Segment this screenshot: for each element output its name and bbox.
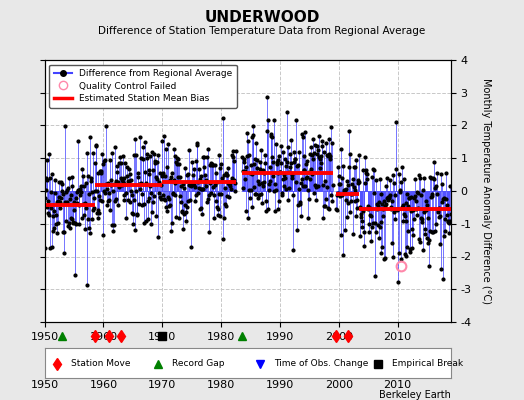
Text: UNDERWOOD: UNDERWOOD: [204, 10, 320, 25]
Legend: Difference from Regional Average, Quality Control Failed, Estimated Station Mean: Difference from Regional Average, Qualit…: [49, 64, 237, 108]
Text: 1990: 1990: [266, 380, 294, 390]
Text: Empirical Break: Empirical Break: [392, 359, 463, 368]
Y-axis label: Monthly Temperature Anomaly Difference (°C): Monthly Temperature Anomaly Difference (…: [481, 78, 491, 304]
Text: Time of Obs. Change: Time of Obs. Change: [274, 359, 368, 368]
Text: 2000: 2000: [325, 380, 353, 390]
Text: Record Gap: Record Gap: [172, 359, 225, 368]
Text: Difference of Station Temperature Data from Regional Average: Difference of Station Temperature Data f…: [99, 26, 425, 36]
Text: 1970: 1970: [148, 380, 177, 390]
Text: Berkeley Earth: Berkeley Earth: [379, 390, 451, 400]
Text: 2010: 2010: [384, 380, 412, 390]
Text: 1980: 1980: [207, 380, 235, 390]
Text: 1960: 1960: [89, 380, 117, 390]
Text: 1950: 1950: [30, 380, 59, 390]
Text: Station Move: Station Move: [71, 359, 130, 368]
